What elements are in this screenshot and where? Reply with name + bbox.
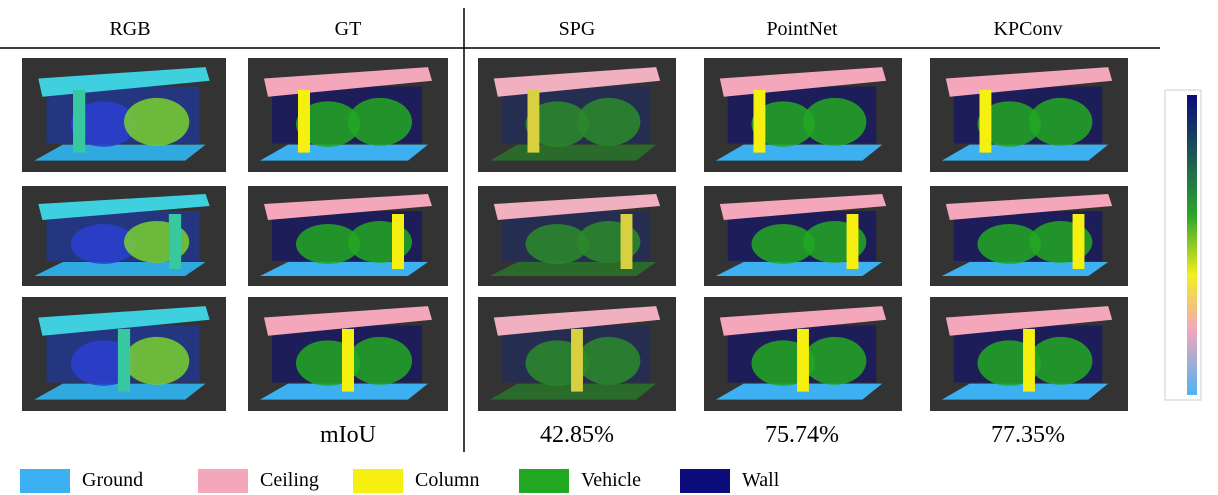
- scene-column: [1023, 329, 1035, 392]
- scene-column: [571, 329, 583, 392]
- scene-vehicle: [348, 98, 412, 146]
- scene-vehicle: [577, 98, 640, 146]
- scene-column: [342, 329, 354, 392]
- colorbar: [1187, 95, 1197, 395]
- scene-column: [847, 214, 859, 269]
- legend-swatch: [519, 469, 569, 493]
- legend-label: Vehicle: [581, 469, 641, 492]
- scene-vehicle: [803, 98, 866, 146]
- legend-label: Ground: [82, 469, 143, 492]
- scene-column: [797, 329, 809, 392]
- scene-vehicle: [124, 98, 189, 146]
- scene-column: [73, 90, 85, 153]
- scene-column: [980, 90, 992, 153]
- scene-ground: [260, 145, 428, 161]
- metric-value: 77.35%: [991, 422, 1065, 449]
- scene-vehicle: [577, 337, 640, 385]
- scene-vehicle: [1029, 98, 1092, 146]
- scene-column: [169, 214, 181, 269]
- figure-art: [0, 0, 1218, 495]
- metric-value: 75.74%: [765, 422, 839, 449]
- scene-vehicle: [348, 337, 412, 385]
- scene-ground: [716, 145, 882, 161]
- legend-swatch: [353, 469, 403, 493]
- legend-label: Ceiling: [260, 469, 319, 492]
- scene-vehicle: [124, 337, 189, 385]
- scene-column: [118, 329, 130, 392]
- figure: RGB GT SPG PointNet KPConv mIoU 42.85% 7…: [0, 0, 1218, 495]
- scene-column: [1073, 214, 1085, 269]
- scene-column: [528, 90, 540, 153]
- scene-ground: [942, 145, 1108, 161]
- scene-column: [298, 90, 310, 153]
- scene-column: [392, 214, 404, 269]
- legend-label: Column: [415, 469, 479, 492]
- scene-ground: [490, 145, 656, 161]
- legend-swatch: [198, 469, 248, 493]
- scene-column: [754, 90, 766, 153]
- legend-swatch: [680, 469, 730, 493]
- metric-label: mIoU: [320, 422, 376, 449]
- legend-swatch: [20, 469, 70, 493]
- scene-column: [621, 214, 633, 269]
- scene-vehicle: [803, 337, 866, 385]
- legend-label: Wall: [742, 469, 779, 492]
- metric-value: 42.85%: [540, 422, 614, 449]
- scene-ground: [34, 145, 205, 161]
- scene-vehicle: [1029, 337, 1092, 385]
